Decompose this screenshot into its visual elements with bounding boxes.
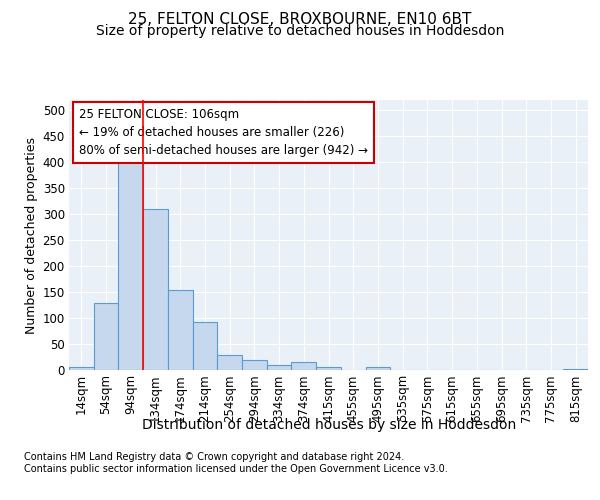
Text: Contains HM Land Registry data © Crown copyright and database right 2024.: Contains HM Land Registry data © Crown c… (24, 452, 404, 462)
Text: Size of property relative to detached houses in Hoddesdon: Size of property relative to detached ho… (96, 24, 504, 38)
Text: 25, FELTON CLOSE, BROXBOURNE, EN10 6BT: 25, FELTON CLOSE, BROXBOURNE, EN10 6BT (128, 12, 472, 28)
Bar (69, 368, 94, 370)
Bar (143, 209, 168, 370)
Bar (267, 365, 292, 370)
Bar (292, 362, 316, 370)
Bar (118, 158, 143, 370)
Bar (316, 368, 341, 370)
Bar (168, 290, 193, 370)
Text: Distribution of detached houses by size in Hoddesdon: Distribution of detached houses by size … (142, 418, 516, 432)
Y-axis label: Number of detached properties: Number of detached properties (25, 136, 38, 334)
Bar (193, 322, 217, 370)
Bar (94, 302, 118, 370)
Text: Contains public sector information licensed under the Open Government Licence v3: Contains public sector information licen… (24, 464, 448, 474)
Bar (242, 360, 267, 370)
Bar (217, 356, 242, 370)
Bar (365, 368, 390, 370)
Text: 25 FELTON CLOSE: 106sqm
← 19% of detached houses are smaller (226)
80% of semi-d: 25 FELTON CLOSE: 106sqm ← 19% of detache… (79, 108, 368, 157)
